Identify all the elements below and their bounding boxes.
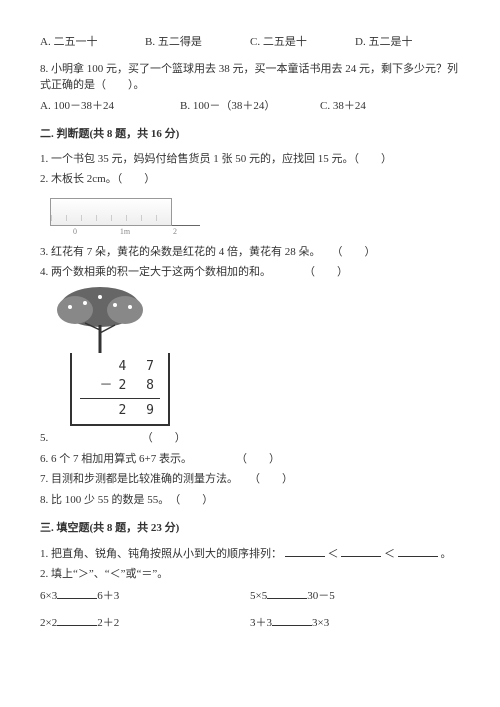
grid-row-2: 2×2 2＋2 3＋3 3×3 <box>40 614 460 632</box>
tree-figure: 4 7 －2 8 2 9 <box>40 285 460 427</box>
blank-r2c1 <box>57 614 97 626</box>
grid-r2c1: 2×2 2＋2 <box>40 614 250 632</box>
q8-opt-b: B. 100－（38＋24） <box>180 98 320 115</box>
tree-icon <box>40 285 160 355</box>
q7-opt-a: A. 二五一十 <box>40 34 145 51</box>
math-a: 4 7 <box>80 357 160 377</box>
blank-r2c2 <box>272 614 312 626</box>
blank-r1c2 <box>267 587 307 599</box>
grid-r1c1-left: 6×3 <box>40 590 57 602</box>
ruler-scale: 0 1m 2 <box>50 225 200 238</box>
fill-1-pre: 1. 把直角、锐角、钝角按照从小到大的顺序排列： <box>40 548 282 560</box>
grid-r1c1-right: 6＋3 <box>97 590 119 602</box>
ruler-label-2: 2 <box>150 226 200 238</box>
q7-opt-c: C. 二五是十 <box>250 34 355 51</box>
q8-options: A. 100－38＋24 B. 100－（38＋24） C. 38＋24 <box>40 98 460 115</box>
grid-r2c2-right: 3×3 <box>312 617 329 629</box>
q7-opt-b: B. 五二得是 <box>145 34 250 51</box>
judge-7: 7. 目测和步测都是比较准确的测量方法。 （ ） <box>40 471 460 488</box>
blank-1a <box>285 545 325 557</box>
grid-r2c2: 3＋3 3×3 <box>250 614 460 632</box>
blank-1c <box>398 545 438 557</box>
judge-4: 4. 两个数相乘的积一定大于这两个数相加的和。 （ ） <box>40 264 460 281</box>
fill-1: 1. 把直角、锐角、钝角按照从小到大的顺序排列： ＜ ＜ 。 <box>40 545 460 563</box>
grid-r1c2-left: 5×5 <box>250 590 267 602</box>
q7-options: A. 二五一十 B. 五二得是 C. 二五是十 D. 五二是十 <box>40 34 460 51</box>
grid-row-1: 6×3 6＋3 5×5 30－5 <box>40 587 460 605</box>
ruler-label-0: 0 <box>50 226 100 238</box>
subtraction-box: 4 7 －2 8 2 9 <box>70 353 170 427</box>
grid-r2c1-right: 2＋2 <box>97 617 119 629</box>
fill-2: 2. 填上“＞”、“＜”或“＝”。 <box>40 566 460 583</box>
grid-r2c2-left: 3＋3 <box>250 617 272 629</box>
judge-2: 2. 木板长 2cm。（ ） <box>40 171 460 188</box>
blank-1b <box>341 545 381 557</box>
blank-r1c1 <box>57 587 97 599</box>
ruler-label-1: 1m <box>100 226 150 238</box>
section2-title: 二. 判断题(共 8 题，共 16 分) <box>40 126 460 143</box>
ruler-figure: 0 1m 2 <box>50 198 460 238</box>
q8-opt-a: A. 100－38＋24 <box>40 98 180 115</box>
grid-r2c1-left: 2×2 <box>40 617 57 629</box>
ruler-box-icon <box>50 198 172 226</box>
judge-3: 3. 红花有 7 朵，黄花的朵数是红花的 4 倍，黄花有 28 朵。 （ ） <box>40 244 460 261</box>
math-b: －2 8 <box>80 376 160 396</box>
grid-r1c2-right: 30－5 <box>307 590 335 602</box>
fill-1-lt1: ＜ <box>328 548 339 560</box>
judge-6: 6. 6 个 7 相加用算式 6+7 表示。 （ ） <box>40 451 460 468</box>
fill-1-post: 。 <box>441 548 452 560</box>
grid-r1c1: 6×3 6＋3 <box>40 587 250 605</box>
fill-1-lt2: ＜ <box>384 548 395 560</box>
q8-opt-c: C. 38＋24 <box>320 98 460 115</box>
math-r: 2 9 <box>80 401 160 421</box>
grid-r1c2: 5×5 30－5 <box>250 587 460 605</box>
judge-8: 8. 比 100 少 55 的数是 55。 （ ） <box>40 492 460 509</box>
section3-title: 三. 填空题(共 8 题，共 23 分) <box>40 520 460 537</box>
math-line-icon <box>80 398 160 399</box>
q8-text: 8. 小明拿 100 元，买了一个篮球用去 38 元，买一本童话书用去 24 元… <box>40 61 460 94</box>
judge-5: 5. （ ） <box>40 430 460 447</box>
judge-1: 1. 一个书包 35 元，妈妈付给售货员 1 张 50 元的，应找回 15 元。… <box>40 151 460 168</box>
q7-opt-d: D. 五二是十 <box>355 34 460 51</box>
